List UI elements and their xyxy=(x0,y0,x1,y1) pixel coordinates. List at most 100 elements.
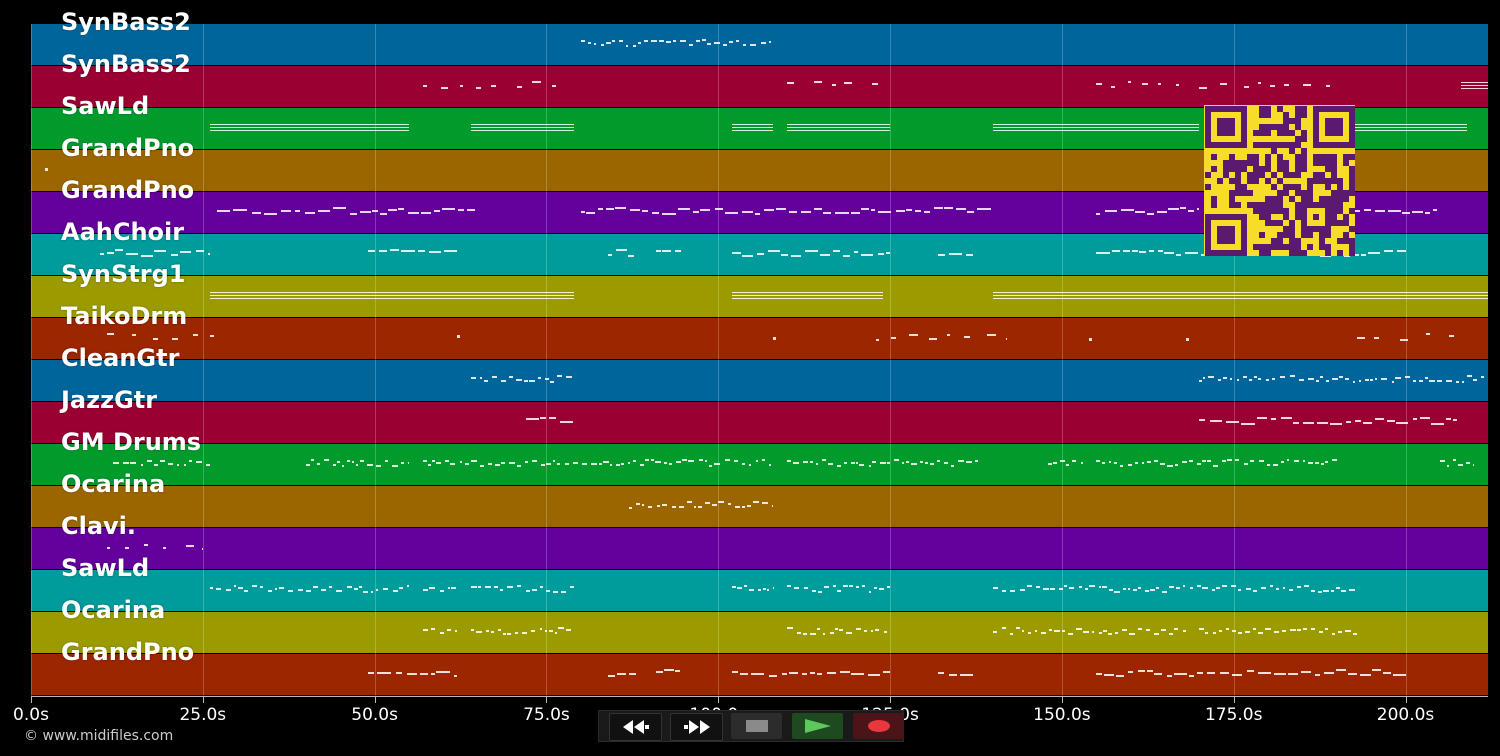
note xyxy=(909,334,918,336)
note xyxy=(1223,377,1228,379)
note xyxy=(737,587,743,589)
note xyxy=(1173,673,1187,675)
track-lane xyxy=(31,654,1488,695)
note xyxy=(688,44,694,46)
note xyxy=(1141,83,1149,85)
note xyxy=(1221,585,1227,587)
note xyxy=(1393,674,1406,676)
note xyxy=(525,418,539,420)
note xyxy=(682,459,687,461)
note xyxy=(1335,587,1340,589)
note xyxy=(640,464,644,466)
note xyxy=(531,630,535,632)
note xyxy=(470,629,474,631)
note xyxy=(965,254,973,256)
note xyxy=(656,505,661,507)
note xyxy=(1445,418,1452,420)
note xyxy=(516,465,522,467)
note xyxy=(1437,380,1442,382)
note xyxy=(911,463,918,465)
note xyxy=(638,42,642,44)
note xyxy=(616,673,626,675)
note xyxy=(772,587,774,589)
note xyxy=(929,463,935,465)
note xyxy=(993,587,998,589)
note xyxy=(756,460,759,462)
note xyxy=(1006,338,1007,340)
note xyxy=(1481,376,1485,378)
note xyxy=(1460,85,1488,86)
note xyxy=(933,207,943,209)
note xyxy=(471,460,477,462)
note xyxy=(588,42,591,44)
note xyxy=(499,589,504,591)
note xyxy=(367,464,373,466)
note xyxy=(1448,335,1454,337)
note xyxy=(259,586,264,588)
note xyxy=(893,459,900,461)
note xyxy=(906,209,912,211)
note xyxy=(794,587,800,589)
note xyxy=(1176,254,1182,256)
note xyxy=(492,376,498,378)
note xyxy=(1176,587,1180,589)
note xyxy=(1098,632,1102,634)
note xyxy=(490,85,497,87)
note xyxy=(552,460,555,462)
stop-button[interactable] xyxy=(731,713,782,739)
note xyxy=(1332,459,1337,461)
note xyxy=(693,506,697,508)
note xyxy=(1231,674,1242,676)
note xyxy=(757,589,761,591)
note xyxy=(760,42,766,44)
note xyxy=(1453,419,1458,421)
note xyxy=(1102,462,1106,464)
note xyxy=(856,628,861,630)
note xyxy=(1282,587,1286,589)
note xyxy=(732,295,884,296)
note xyxy=(763,209,774,211)
note xyxy=(960,674,973,676)
note xyxy=(1345,378,1349,380)
note xyxy=(652,212,659,214)
fast-forward-button[interactable] xyxy=(670,713,723,741)
note xyxy=(1367,252,1380,254)
note xyxy=(780,254,788,256)
record-button[interactable] xyxy=(853,713,904,739)
note xyxy=(662,213,676,215)
note xyxy=(1370,379,1373,381)
note xyxy=(1226,628,1230,630)
note xyxy=(515,632,518,634)
note xyxy=(470,586,477,588)
note xyxy=(209,127,409,128)
note xyxy=(1324,628,1328,630)
note xyxy=(552,85,557,87)
note xyxy=(44,168,48,171)
note xyxy=(1298,379,1305,381)
note xyxy=(196,461,203,463)
note xyxy=(483,380,489,382)
note xyxy=(1113,462,1117,464)
note xyxy=(1418,380,1424,382)
note xyxy=(419,673,428,675)
note xyxy=(1153,633,1160,635)
note xyxy=(486,630,489,632)
note xyxy=(207,253,210,255)
note xyxy=(643,40,649,42)
note xyxy=(769,464,772,466)
note xyxy=(1346,421,1352,423)
note xyxy=(554,632,557,634)
note xyxy=(216,210,230,212)
note xyxy=(268,590,273,592)
note xyxy=(422,629,428,631)
note xyxy=(1197,208,1200,210)
play-button[interactable] xyxy=(792,713,843,739)
note xyxy=(750,673,765,675)
rewind-button[interactable] xyxy=(609,713,662,741)
note xyxy=(993,292,1488,293)
note xyxy=(1236,379,1240,381)
note xyxy=(1108,461,1112,463)
note xyxy=(709,465,712,467)
note xyxy=(1202,587,1208,589)
note xyxy=(106,333,115,335)
